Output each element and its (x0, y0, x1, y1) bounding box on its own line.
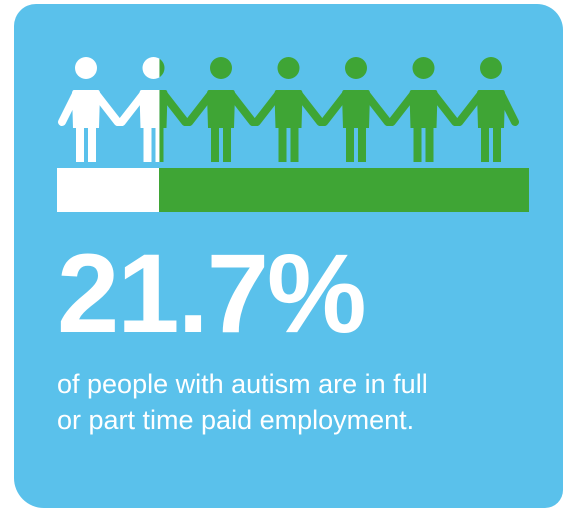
joined-arms (159, 90, 215, 126)
joined-arms (294, 90, 350, 126)
unemployed-bar-segment (159, 168, 529, 212)
employment-statistic: 21.7% (57, 231, 367, 356)
person-icon (72, 57, 100, 162)
person-icon (207, 57, 235, 162)
caption-line-2: or part time paid employment. (57, 405, 415, 435)
person-icon (274, 57, 303, 162)
person-icon (477, 57, 505, 162)
person-icon (159, 58, 168, 162)
person-icon (342, 57, 370, 162)
person-icon (139, 57, 160, 162)
infographic-card (14, 4, 563, 508)
joined-arms (429, 90, 485, 126)
joined-arms (362, 90, 418, 126)
joined-arms (227, 90, 283, 126)
joined-arms (92, 90, 148, 126)
person-icon (409, 57, 438, 162)
employment-bar (57, 168, 529, 212)
statistic-caption: of people with autism are in full or par… (57, 366, 537, 438)
caption-line-1: of people with autism are in full (57, 369, 428, 399)
